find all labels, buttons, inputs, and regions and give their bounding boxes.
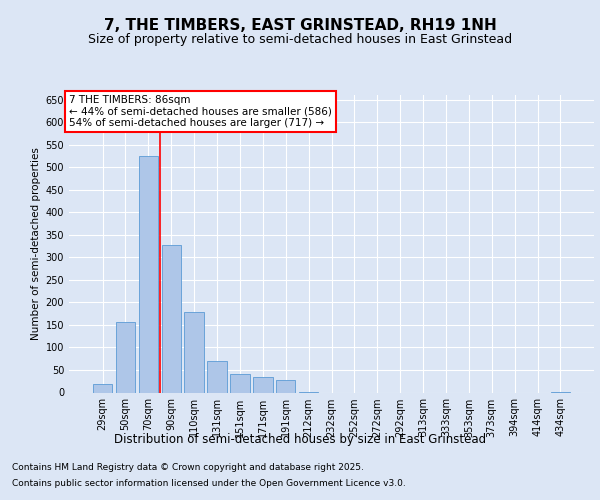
Text: Contains HM Land Registry data © Crown copyright and database right 2025.: Contains HM Land Registry data © Crown c… [12,464,364,472]
Bar [184,312,204,392]
Bar [276,380,295,392]
Text: 7 THE TIMBERS: 86sqm
← 44% of semi-detached houses are smaller (586)
54% of semi: 7 THE TIMBERS: 86sqm ← 44% of semi-detac… [69,95,332,128]
Text: Size of property relative to semi-detached houses in East Grinstead: Size of property relative to semi-detach… [88,32,512,46]
Bar [161,244,181,392]
Bar [208,361,227,392]
Bar [253,376,272,392]
Text: Contains public sector information licensed under the Open Government Licence v3: Contains public sector information licen… [12,478,406,488]
Y-axis label: Number of semi-detached properties: Number of semi-detached properties [31,148,41,340]
Text: 7, THE TIMBERS, EAST GRINSTEAD, RH19 1NH: 7, THE TIMBERS, EAST GRINSTEAD, RH19 1NH [104,18,496,32]
Bar [230,374,250,392]
Bar [116,322,135,392]
Bar [139,156,158,392]
Bar [93,384,112,392]
Text: Distribution of semi-detached houses by size in East Grinstead: Distribution of semi-detached houses by … [114,432,486,446]
